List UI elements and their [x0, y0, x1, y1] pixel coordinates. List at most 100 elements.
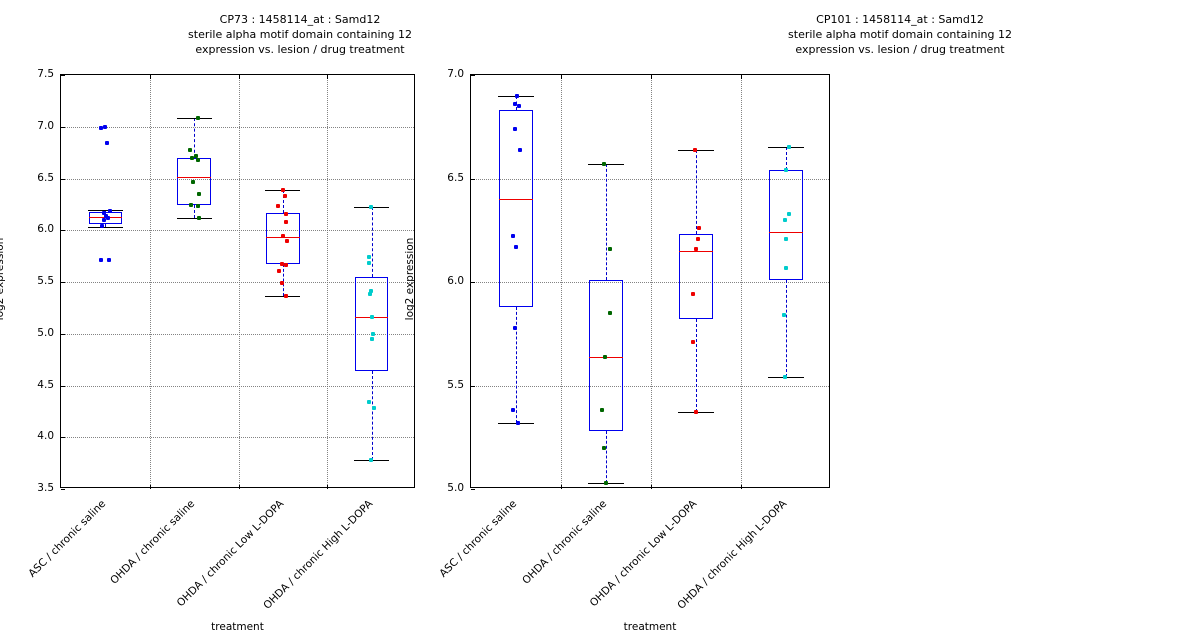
- y-gridline: [61, 126, 414, 128]
- data-point: [515, 420, 520, 425]
- y-tick-label: 5.5: [447, 378, 464, 391]
- data-point: [98, 258, 103, 263]
- data-point: [784, 168, 788, 173]
- data-point: [696, 226, 701, 231]
- data-point: [514, 244, 518, 249]
- data-point: [694, 410, 698, 415]
- whisker-upper: [282, 189, 284, 213]
- data-point: [279, 281, 284, 286]
- data-point: [366, 261, 371, 266]
- y-tick-label: 3.5: [37, 482, 54, 494]
- box-iqr: [588, 279, 624, 432]
- panel-title: CP101 : 1458114_at : Samd12 sterile alpha…: [600, 12, 1200, 57]
- y-axis-label: log2 expression: [0, 237, 6, 321]
- data-point: [786, 145, 791, 150]
- data-point: [283, 219, 288, 224]
- y-tick-mark: [61, 282, 65, 283]
- box-iqr: [354, 276, 389, 371]
- data-point: [783, 375, 788, 380]
- median-line: [177, 177, 211, 179]
- data-point: [195, 116, 200, 121]
- whisker-upper: [606, 164, 607, 280]
- x-tick-mark: [149, 75, 151, 79]
- y-gridline: [61, 385, 414, 387]
- data-point: [514, 93, 519, 98]
- y-tick-mark: [61, 333, 65, 335]
- box-iqr: [498, 110, 534, 307]
- data-point: [193, 153, 198, 158]
- y-gridline: [61, 230, 414, 232]
- y-tick-mark: [61, 178, 65, 180]
- y-tick-label: 4.5: [37, 378, 54, 391]
- whisker-upper: [786, 147, 787, 171]
- data-point: [105, 141, 110, 146]
- x-tick-mark: [651, 75, 652, 79]
- data-point: [367, 292, 372, 297]
- data-point: [369, 336, 374, 341]
- whisker-lower: [371, 371, 373, 460]
- chart-panel-left: CP73 : 1458114_at : Samd12 sterile alpha …: [0, 13, 415, 633]
- data-point: [368, 458, 373, 463]
- data-point: [99, 224, 104, 229]
- data-point: [195, 204, 200, 209]
- boxplot-group-3: [471, 75, 829, 487]
- x-tick-mark: [238, 485, 240, 489]
- x-tick-label-3: OHDA / chronic High L-DOPA: [675, 497, 790, 612]
- data-point: [513, 126, 518, 131]
- data-point: [280, 234, 285, 239]
- data-point: [283, 294, 288, 299]
- panel-title-main: CP101 : 1458114_at : Samd12: [816, 13, 984, 26]
- panel-title-sub-1: sterile alpha motif domain containing 12: [788, 28, 1012, 41]
- whisker-upper: [194, 118, 196, 158]
- y-tick-label: 6.0: [37, 223, 54, 236]
- data-point: [693, 147, 698, 152]
- plot-area: [470, 74, 830, 490]
- data-point: [106, 215, 111, 220]
- data-point: [695, 236, 700, 241]
- cap-upper: [768, 147, 804, 149]
- boxplot-group-0: [61, 75, 414, 487]
- x-tick-mark: [238, 75, 240, 79]
- y-gridline: [471, 282, 829, 283]
- data-point: [366, 400, 371, 405]
- data-point: [102, 217, 107, 222]
- data-point: [782, 313, 787, 318]
- panel-title-sub-1: sterile alpha motif domain containing 12: [188, 28, 412, 41]
- whisker-lower: [516, 306, 517, 423]
- y-gridline: [61, 333, 414, 335]
- cap-upper: [87, 209, 123, 211]
- data-point: [196, 215, 201, 220]
- data-point: [189, 203, 194, 208]
- data-point: [366, 255, 371, 260]
- x-tick-mark: [741, 485, 742, 489]
- whisker-upper: [371, 207, 373, 277]
- y-tick-mark: [471, 489, 475, 490]
- y-tick-label: 5.5: [37, 275, 54, 287]
- data-point: [195, 157, 200, 162]
- data-point: [191, 179, 196, 184]
- y-tick-mark: [61, 385, 65, 387]
- data-point: [369, 315, 374, 320]
- y-tick-mark: [471, 282, 475, 283]
- whisker-upper: [696, 149, 697, 235]
- y-gridline: [61, 178, 414, 180]
- whisker-lower: [786, 279, 787, 378]
- data-point: [372, 406, 377, 411]
- y-tick-label: 5.0: [447, 482, 464, 494]
- box-iqr: [768, 170, 804, 280]
- data-point: [691, 340, 696, 345]
- x-gridline: [327, 75, 329, 487]
- x-tick-mark: [651, 485, 652, 489]
- data-point: [784, 265, 788, 270]
- data-point: [511, 234, 516, 239]
- y-tick-mark: [471, 385, 475, 387]
- data-point: [602, 445, 607, 450]
- data-point: [513, 325, 518, 330]
- x-tick-mark: [149, 485, 151, 489]
- y-tick-mark: [61, 75, 65, 76]
- data-point: [98, 125, 103, 130]
- y-tick-mark: [471, 75, 475, 76]
- data-point: [694, 246, 698, 251]
- y-tick-label: 6.0: [447, 275, 464, 287]
- data-point: [284, 211, 289, 216]
